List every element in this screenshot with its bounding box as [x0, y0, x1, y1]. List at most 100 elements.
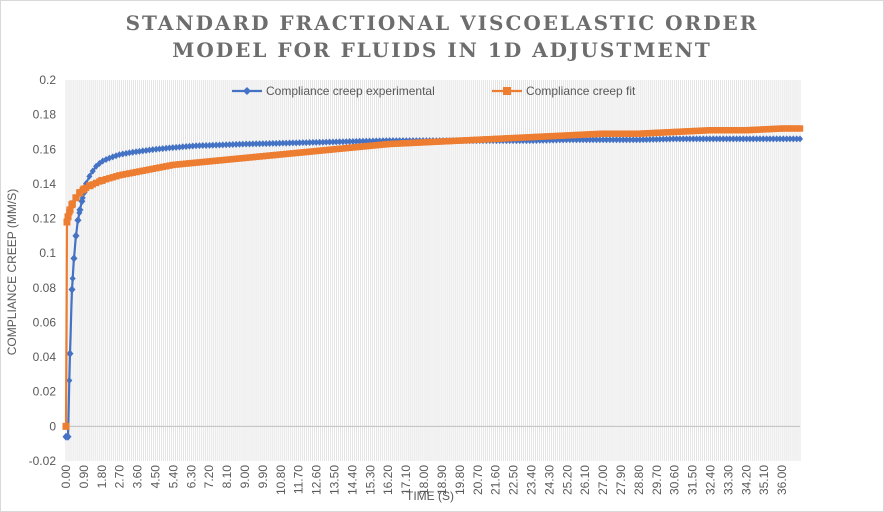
data-point [316, 147, 323, 154]
data-point [763, 126, 770, 133]
data-point [623, 136, 630, 144]
data-point [66, 349, 74, 358]
data-point [376, 141, 383, 149]
data-point [736, 135, 743, 143]
data-point [446, 137, 453, 145]
data-point [223, 141, 230, 149]
data-point [666, 128, 674, 136]
data-point [70, 254, 78, 263]
data-point [216, 141, 223, 149]
y-tick-label: 0.06 [33, 315, 57, 329]
x-tick-label: 29.70 [650, 465, 664, 495]
data-point [593, 136, 600, 144]
legend-marker [243, 87, 251, 95]
data-point [242, 154, 250, 162]
data-point [509, 134, 517, 142]
data-point [563, 132, 570, 139]
data-point [753, 126, 760, 133]
data-point [373, 142, 380, 149]
y-tick-label: 0.08 [33, 281, 57, 295]
data-point [660, 135, 667, 143]
data-point [243, 140, 250, 148]
data-point [596, 130, 604, 138]
data-point [773, 135, 780, 143]
data-point [349, 144, 357, 151]
data-point [76, 205, 84, 214]
data-point [349, 137, 356, 145]
data-point [269, 152, 277, 159]
data-point [162, 163, 170, 170]
data-point [746, 126, 754, 134]
data-point [523, 134, 530, 141]
data-point [146, 166, 153, 173]
data-point [303, 148, 310, 156]
data-point [189, 142, 196, 150]
data-point [293, 139, 300, 147]
data-point [126, 170, 133, 177]
data-point [286, 139, 293, 147]
data-point [213, 141, 220, 149]
data-point [583, 131, 590, 138]
data-point [86, 182, 94, 190]
data-point [633, 130, 640, 137]
x-tick-label: 4.50 [149, 465, 163, 489]
x-tick-label: 18.90 [435, 465, 449, 495]
data-point [710, 127, 717, 134]
data-point [753, 135, 760, 143]
y-tick-label: -0.02 [29, 454, 57, 468]
data-point [760, 135, 767, 143]
data-point [513, 134, 520, 142]
data-point [793, 125, 800, 132]
x-tick-label: 19.80 [453, 465, 467, 495]
data-point [620, 136, 627, 144]
data-point [239, 140, 246, 148]
data-point [663, 129, 670, 136]
legend-item-fit: Compliance creep fit [492, 84, 636, 98]
data-point [723, 127, 730, 134]
data-point [466, 136, 473, 144]
data-point [169, 144, 176, 152]
data-point [179, 160, 186, 168]
x-tick-label: 23.40 [524, 465, 538, 495]
data-point [526, 134, 533, 141]
data-point [209, 141, 216, 149]
data-point [346, 144, 353, 152]
data-point [683, 128, 690, 135]
x-tick-label: 1.80 [95, 465, 109, 489]
data-point [793, 135, 800, 143]
data-point [456, 137, 463, 144]
data-point [593, 130, 600, 138]
data-point [696, 127, 704, 134]
data-point [112, 173, 120, 180]
data-point [780, 135, 787, 143]
data-point [629, 130, 637, 137]
data-point [283, 150, 290, 158]
data-point [653, 129, 660, 137]
y-tick-labels: -0.02 0 0.02 0.04 0.06 0.08 0.1 0.12 0.14 0.16 0.1… [29, 73, 57, 468]
data-point [730, 127, 737, 134]
data-point [666, 135, 673, 143]
data-point [746, 135, 753, 143]
chart-title: STANDARD FRACTIONAL VISCOELASTIC ORDER M… [0, 10, 884, 64]
x-tick-label: 15.30 [363, 465, 377, 495]
data-point [166, 144, 173, 152]
data-point [553, 132, 560, 140]
data-point [219, 141, 226, 149]
x-tick-label: 17.10 [399, 465, 413, 495]
data-point [306, 139, 313, 147]
data-point [209, 157, 216, 165]
data-point [436, 138, 443, 145]
x-tick-label: 0.00 [59, 465, 73, 489]
data-point [413, 139, 420, 146]
data-point [232, 155, 240, 162]
x-tick-label: 5.40 [166, 465, 180, 489]
data-point [423, 139, 430, 146]
data-point [646, 129, 654, 137]
data-point [176, 143, 183, 151]
x-tick-label: 31.50 [686, 465, 700, 495]
data-point [756, 135, 763, 143]
x-tick-label: 27.90 [614, 465, 628, 495]
x-tick-label: 8.10 [220, 465, 234, 489]
data-point [633, 136, 640, 144]
data-point [359, 143, 367, 150]
